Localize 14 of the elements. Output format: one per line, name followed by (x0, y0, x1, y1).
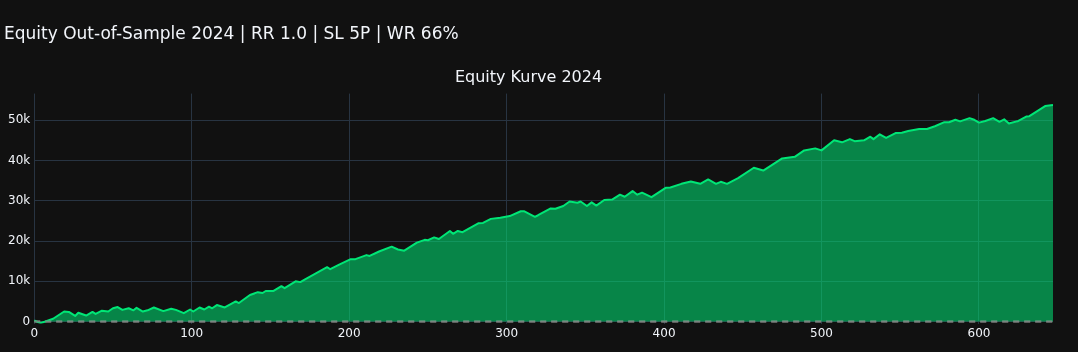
y-tick-label: 50k (8, 112, 31, 127)
x-tick-label: 400 (652, 325, 676, 340)
y-tick-label: 30k (8, 192, 31, 207)
x-tick-label: 300 (495, 325, 519, 340)
x-tick-label: 100 (180, 325, 204, 340)
chart-subtitle: Equity Kurve 2024 (454, 67, 603, 87)
x-tick-label: 200 (337, 325, 361, 340)
y-tick-label: 0 (22, 313, 31, 328)
chart-title: Equity Out-of-Sample 2024 | RR 1.0 | SL 5P | WR 66% (4, 22, 459, 43)
y-tick-label: 40k (8, 152, 31, 167)
x-tick-label: 600 (967, 325, 991, 340)
y-tick-label: 10k (8, 273, 31, 288)
y-tick-label: 20k (8, 233, 31, 248)
x-tick-label: 500 (810, 325, 833, 340)
